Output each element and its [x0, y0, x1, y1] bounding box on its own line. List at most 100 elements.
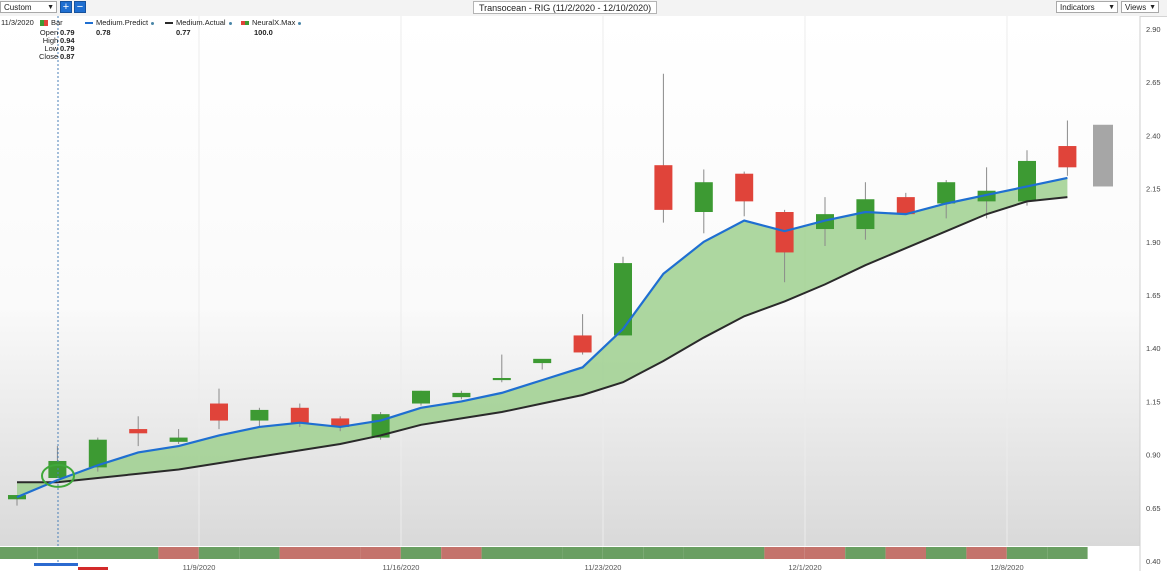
y-tick-label: 0.40	[1146, 557, 1161, 566]
band-segment	[683, 547, 724, 559]
candles	[8, 73, 1077, 506]
band-segment	[481, 547, 522, 559]
actual-swatch-icon	[165, 22, 173, 25]
candle-body	[412, 390, 430, 404]
neuralx-band	[0, 547, 1088, 570]
y-tick-label: 2.65	[1146, 78, 1161, 87]
y-tick-label: 1.65	[1146, 291, 1161, 300]
legend-neuralx: NeuralX.Max	[241, 18, 302, 27]
zoom-in-button[interactable]: +	[60, 1, 72, 13]
predict-swatch-icon	[85, 22, 93, 25]
legend-neuralx-label: NeuralX.Max	[252, 18, 296, 27]
predict-line	[16, 176, 1068, 499]
legend-actual-label: Medium.Actual	[176, 18, 226, 27]
band-segment	[885, 547, 926, 559]
band-segment	[804, 547, 846, 559]
legend-low-value: 0.79	[60, 44, 75, 53]
predict-actual-fill	[17, 177, 1068, 498]
zoom-out-button[interactable]: −	[74, 1, 86, 13]
band-segment	[441, 547, 482, 559]
band-selection	[34, 563, 78, 566]
band-segment	[764, 547, 805, 559]
legend-actual: Medium.Actual	[165, 19, 232, 27]
band-segment	[966, 547, 1007, 559]
legend-open-label: Open	[39, 28, 59, 37]
band-segment	[724, 547, 765, 559]
band-segment	[1047, 547, 1088, 559]
candle-body	[735, 173, 754, 202]
band-segment	[926, 547, 967, 559]
band-segment	[522, 547, 563, 559]
band-segment	[118, 547, 159, 559]
candle-body	[210, 403, 228, 421]
band-segment	[37, 547, 78, 559]
y-tick-label: 2.90	[1146, 25, 1161, 34]
candle-body	[533, 358, 552, 364]
x-tick-label: 12/8/2020	[990, 563, 1023, 571]
chevron-down-icon: ▼	[1108, 4, 1115, 11]
candle-body	[492, 377, 511, 381]
legend-close-value: 0.87	[60, 52, 75, 61]
legend-bar: Bar	[40, 19, 63, 27]
x-tick-label: 11/16/2020	[383, 563, 420, 571]
x-tick-label: 11/23/2020	[585, 563, 622, 571]
y-tick-label: 2.15	[1146, 185, 1161, 194]
info-dot-icon	[298, 21, 302, 25]
y-tick-label: 0.65	[1146, 504, 1161, 513]
band-segment	[1006, 547, 1048, 559]
y-tick-label: 1.40	[1146, 344, 1161, 353]
indicators-dropdown[interactable]: Indicators ▼	[1056, 1, 1118, 13]
y-axis-labels: 2.90 2.65 2.40 2.15 1.90 1.65 1.40 1.15 0.90 0.65…	[1146, 25, 1161, 566]
y-tick-label: 0.90	[1146, 451, 1161, 460]
legend-high-value: 0.94	[60, 36, 75, 45]
plus-icon: +	[62, 1, 70, 13]
toolbar: Custom ▼ + − Transocean - RIG (11/2/2020…	[0, 0, 1167, 17]
chevron-down-icon: ▼	[47, 4, 54, 11]
candle-body	[856, 199, 875, 230]
info-dot-icon	[151, 21, 155, 25]
band-segment	[0, 547, 38, 559]
indicators-label: Indicators	[1060, 3, 1095, 12]
band-selection-end	[78, 567, 108, 570]
band-segment	[198, 547, 240, 559]
actual-line	[17, 196, 1068, 484]
legend-date: 11/3/2020	[1, 18, 34, 27]
y-tick-label: 1.15	[1146, 397, 1161, 406]
overlay	[41, 16, 1113, 562]
indicator-lines	[16, 176, 1068, 499]
candle-body	[614, 263, 632, 336]
candle-body	[694, 182, 713, 213]
views-dropdown[interactable]: Views ▼	[1121, 1, 1159, 13]
candle-body	[1018, 160, 1036, 202]
band-segment	[562, 547, 603, 559]
band-segment	[400, 547, 442, 559]
candle-body	[250, 409, 269, 421]
chart-title: Transocean - RIG (11/2/2020 - 12/10/2020…	[473, 1, 658, 14]
band-segment	[643, 547, 684, 559]
band-segment	[158, 547, 199, 559]
x-tick-label: 11/9/2020	[183, 563, 216, 571]
legend-predict-label: Medium.Predict	[96, 18, 149, 27]
views-label: Views	[1125, 3, 1147, 12]
candle-body	[937, 182, 956, 204]
candle-body	[896, 197, 915, 215]
band-segment	[320, 547, 361, 559]
period-select-value: Custom	[4, 3, 32, 12]
band-segment	[360, 547, 401, 559]
legend-open-value: 0.79	[60, 28, 75, 37]
highlight-circle	[41, 463, 75, 488]
legend-neuralx-value: 100.0	[254, 28, 273, 37]
candle-body	[8, 495, 26, 500]
legend-ohlc-values: 0.79 0.94 0.79 0.87	[60, 29, 75, 61]
period-select[interactable]: Custom ▼	[0, 1, 57, 13]
y-tick-label: 2.40	[1146, 131, 1161, 140]
band-segment	[845, 547, 886, 559]
y-tick-label: 1.90	[1146, 238, 1161, 247]
candle-body	[331, 418, 350, 427]
candle-body	[573, 335, 592, 353]
legend-predict: Medium.Predict	[85, 18, 155, 27]
prediction-fill	[17, 177, 1068, 498]
candle-body	[88, 439, 107, 468]
legend-close-label: Close	[39, 52, 59, 61]
